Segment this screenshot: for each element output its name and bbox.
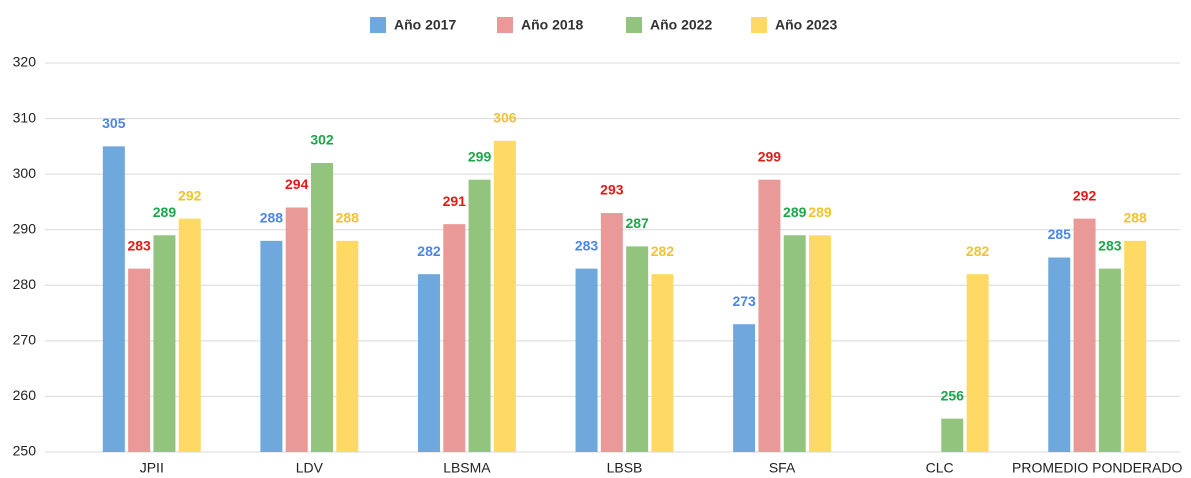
data-label: 291: [443, 193, 467, 209]
x-tick-label: CLC: [926, 460, 954, 476]
legend-swatch: [370, 17, 386, 33]
data-label: 273: [732, 293, 756, 309]
bar: [575, 268, 598, 452]
data-label: 282: [966, 243, 990, 259]
bar: [941, 418, 964, 452]
bar: [493, 140, 516, 453]
data-label: 287: [625, 215, 649, 231]
bar: [1073, 218, 1096, 452]
data-label: 283: [127, 237, 151, 253]
data-label: 282: [651, 243, 675, 259]
data-label: 293: [600, 182, 624, 198]
bar: [809, 235, 832, 452]
data-label: 299: [468, 148, 492, 164]
x-tick-label: LBSMA: [443, 460, 491, 476]
data-label: 282: [417, 243, 441, 259]
bar: [102, 146, 125, 452]
bar: [443, 224, 466, 452]
bar: [468, 179, 491, 452]
legend-label: Año 2023: [775, 17, 837, 33]
data-label: 283: [575, 237, 599, 253]
bar: [783, 235, 806, 452]
data-label: 306: [493, 110, 517, 126]
legend-swatch: [626, 17, 642, 33]
x-tick-label: JPII: [140, 460, 164, 476]
data-label: 288: [1123, 210, 1147, 226]
data-label: 285: [1048, 226, 1072, 242]
y-tick-label: 290: [13, 220, 37, 236]
y-tick-label: 270: [13, 332, 37, 348]
bar: [311, 163, 334, 452]
bar: [758, 179, 781, 452]
data-label: 289: [808, 204, 832, 220]
bar: [260, 240, 283, 452]
bar: [178, 218, 201, 452]
bar: [1098, 268, 1121, 452]
x-tick-label: LBSB: [607, 460, 643, 476]
data-label: 289: [153, 204, 177, 220]
data-label: 288: [260, 210, 284, 226]
data-label: 292: [178, 187, 202, 203]
bar: [336, 240, 359, 452]
data-label: 299: [758, 148, 782, 164]
data-label: 305: [102, 115, 126, 131]
data-label: 256: [941, 387, 965, 403]
x-tick-label: SFA: [769, 460, 796, 476]
legend-label: Año 2017: [394, 17, 456, 33]
y-tick-label: 310: [13, 109, 37, 125]
bar: [1048, 257, 1071, 452]
y-tick-label: 260: [13, 387, 37, 403]
y-tick-label: 280: [13, 276, 37, 292]
bar: [153, 235, 176, 452]
legend-swatch: [497, 17, 513, 33]
bar: [733, 324, 756, 452]
x-tick-label: LDV: [296, 460, 324, 476]
bar: [417, 274, 440, 452]
legend-label: Año 2022: [650, 17, 712, 33]
bar: [128, 268, 151, 452]
data-label: 292: [1073, 187, 1097, 203]
y-tick-label: 320: [13, 54, 37, 70]
data-label: 289: [783, 204, 807, 220]
data-label: 294: [285, 176, 309, 192]
bar: [651, 274, 674, 452]
x-tick-label: PROMEDIO PONDERADO: [1012, 460, 1182, 476]
data-label: 302: [310, 132, 334, 148]
bar: [600, 213, 623, 452]
legend-label: Año 2018: [521, 17, 583, 33]
bar: [285, 207, 308, 452]
bar: [1124, 240, 1147, 452]
legend-swatch: [751, 17, 767, 33]
data-label: 283: [1098, 237, 1122, 253]
y-tick-label: 250: [13, 443, 37, 459]
bar: [966, 274, 989, 452]
y-tick-label: 300: [13, 165, 37, 181]
bar: [626, 246, 649, 452]
data-label: 288: [336, 210, 360, 226]
